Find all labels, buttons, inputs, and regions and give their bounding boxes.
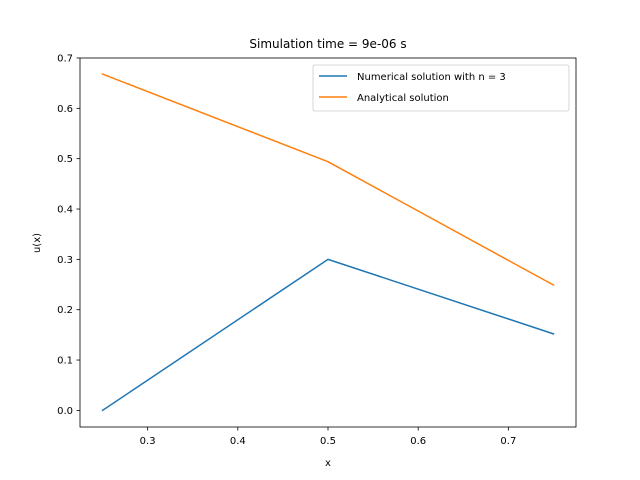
x-tick-label: 0.3 [140, 436, 156, 447]
y-tick-label: 0.7 [57, 54, 73, 65]
y-tick-label: 0.2 [57, 305, 73, 316]
series-line-2 [101, 73, 555, 287]
legend-box [312, 64, 570, 112]
x-tick-label: 0.6 [410, 436, 426, 447]
y-tick-label: 0.5 [57, 154, 73, 165]
y-tick-label: 0.0 [57, 406, 73, 417]
y-tick-label: 0.3 [57, 255, 73, 266]
series-line-1 [101, 258, 555, 412]
y-tick-label: 0.1 [57, 356, 73, 367]
x-tick-label: 0.4 [230, 436, 246, 447]
x-axis-label: x [325, 458, 331, 469]
plot-area: 0.3 0.4 0.5 0.6 0.7 0.0 0.1 0.2 0.3 0.4 0.5 0.6 0.7 [57, 54, 577, 447]
legend-label-2: Analytical solution [357, 93, 449, 104]
y-tick-label: 0.4 [57, 205, 73, 216]
y-tick-label: 0.6 [57, 104, 73, 115]
y-axis-label: u(x) [32, 233, 43, 253]
chart-title: Simulation time = 9e-06 s [249, 37, 406, 51]
legend: Numerical solution with n = 3 Analytical … [312, 64, 570, 112]
x-tick-label: 0.5 [320, 436, 336, 447]
x-tick-label: 0.7 [500, 436, 516, 447]
legend-label-1: Numerical solution with n = 3 [357, 72, 506, 83]
